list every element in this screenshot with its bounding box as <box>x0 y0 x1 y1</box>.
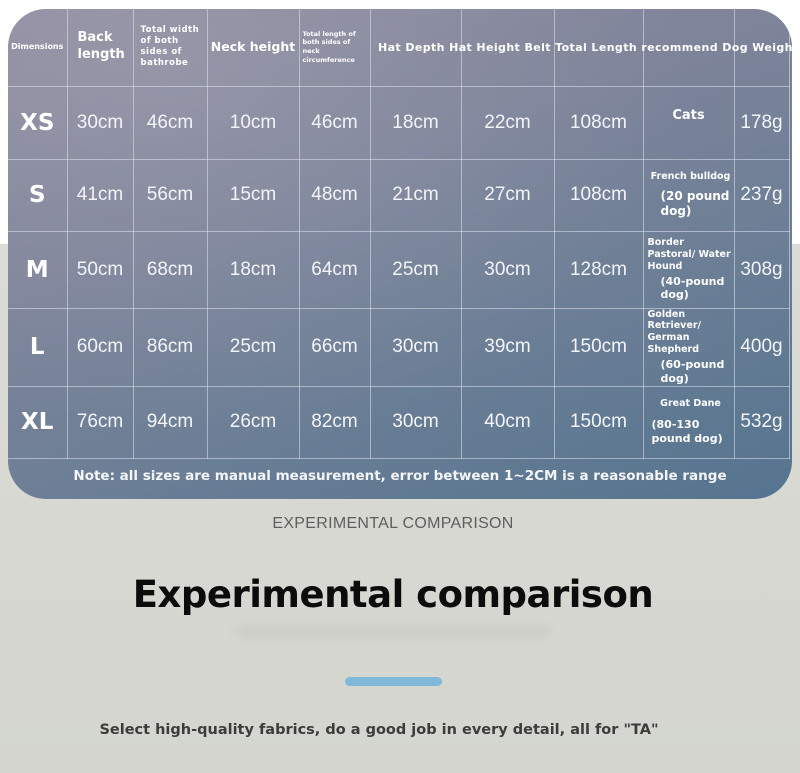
neck-height-value: 15cm <box>206 158 300 232</box>
total-width-value: 86cm <box>132 307 208 387</box>
title-shadow-decoration <box>236 623 550 639</box>
size-row-m: M 50cm 68cm 18cm 64cm 25cm 30cm 128cm Bo… <box>8 230 790 309</box>
dog-breed: Golden Retriever/ German Shepherd <box>647 308 701 356</box>
accent-bar <box>345 677 442 686</box>
header-row: Dimensions Back length Total width of bo… <box>8 9 790 87</box>
header-total-width: Total width of both sides of bathrobe <box>132 9 208 87</box>
dog-weight: (80-130 pound dog) <box>651 418 723 445</box>
dog-weight: (20 pound dog) <box>660 188 730 218</box>
section-tagline: Select high-quality fabrics, do a good j… <box>99 722 659 738</box>
neck-height-value: 25cm <box>206 307 300 387</box>
hat-depth-value: 30cm <box>369 385 462 459</box>
size-label: L <box>8 307 68 387</box>
recommended-dog: Border Pastoral/ Water Hound (40-pound d… <box>642 230 735 309</box>
dog-breed: French bulldog <box>650 171 731 183</box>
size-label: S <box>8 158 68 232</box>
hat-height-value: 27cm <box>460 158 555 232</box>
size-chart-card: Dimensions Back length Total width of bo… <box>8 9 792 499</box>
size-row-l: L 60cm 86cm 25cm 66cm 30cm 39cm 150cm Go… <box>8 307 790 387</box>
garment-weight-value: 400g <box>733 307 790 387</box>
section-caption: EXPERIMENTAL COMPARISON <box>272 515 514 532</box>
belt-length-value: 108cm <box>553 158 644 232</box>
size-label: XS <box>8 85 68 160</box>
header-recommend-dog <box>642 9 735 87</box>
size-label: XL <box>8 385 68 459</box>
hat-depth-value: 30cm <box>369 307 462 387</box>
recommended-dog: French bulldog (20 pound dog) <box>642 158 735 232</box>
neck-height-value: 18cm <box>206 230 300 309</box>
dog-weight: (60-pound dog) <box>660 358 725 385</box>
garment-weight-value: 237g <box>733 158 790 232</box>
total-width-value: 56cm <box>132 158 208 232</box>
dog-breed: Border Pastoral/ Water Hound <box>647 236 731 272</box>
garment-weight-value: 308g <box>733 230 790 309</box>
recommended-dog: Golden Retriever/ German Shepherd (60-po… <box>642 307 735 387</box>
neck-circumference-value: 66cm <box>298 307 371 387</box>
recommended-dog: Cats <box>642 85 735 160</box>
size-row-s: S 41cm 56cm 15cm 48cm 21cm 27cm 108cm Fr… <box>8 158 790 232</box>
total-width-value: 68cm <box>132 230 208 309</box>
size-label: M <box>8 230 68 309</box>
header-hat-depth <box>369 9 462 87</box>
header-total-length-neck: Total length of both sides of neck circu… <box>298 9 371 87</box>
belt-length-value: 108cm <box>553 85 644 160</box>
total-width-value: 94cm <box>132 385 208 459</box>
hat-depth-value: 25cm <box>369 230 462 309</box>
recommended-dog: Great Dane (80-130 pound dog) <box>642 385 735 459</box>
back-length-value: 76cm <box>66 385 134 459</box>
garment-weight-value: 178g <box>733 85 790 160</box>
measurement-note: Note: all sizes are manual measurement, … <box>73 468 727 484</box>
hat-height-value: 30cm <box>460 230 555 309</box>
hat-depth-value: 18cm <box>369 85 462 160</box>
back-length-value: 60cm <box>66 307 134 387</box>
belt-length-value: 128cm <box>553 230 644 309</box>
neck-height-value: 26cm <box>206 385 300 459</box>
header-dimensions: Dimensions <box>8 9 68 87</box>
neck-circumference-value: 64cm <box>298 230 371 309</box>
section-title: Experimental comparison <box>132 573 654 616</box>
header-hat-height <box>460 9 555 87</box>
header-neck-height: Neck height <box>206 9 300 87</box>
dog-breed: Cats <box>672 108 705 124</box>
hat-height-value: 40cm <box>460 385 555 459</box>
size-row-xl: XL 76cm 94cm 26cm 82cm 30cm 40cm 150cm G… <box>8 385 790 459</box>
size-row-xs: XS 30cm 46cm 10cm 46cm 18cm 22cm 108cm C… <box>8 85 790 160</box>
hat-height-value: 22cm <box>460 85 555 160</box>
dog-breed: Great Dane <box>660 398 721 410</box>
header-back-length: Back length <box>66 9 134 87</box>
belt-length-value: 150cm <box>553 385 644 459</box>
dog-weight: (40-pound dog) <box>660 274 725 302</box>
header-belt-length <box>553 9 644 87</box>
hat-depth-value: 21cm <box>369 158 462 232</box>
size-chart-table: Dimensions Back length Total width of bo… <box>8 9 790 459</box>
hat-height-value: 39cm <box>460 307 555 387</box>
neck-circumference-value: 48cm <box>298 158 371 232</box>
garment-weight-value: 532g <box>733 385 790 459</box>
neck-circumference-value: 82cm <box>298 385 371 459</box>
neck-circumference-value: 46cm <box>298 85 371 160</box>
header-weight <box>733 9 790 87</box>
neck-height-value: 10cm <box>206 85 300 160</box>
total-width-value: 46cm <box>132 85 208 160</box>
back-length-value: 41cm <box>66 158 134 232</box>
back-length-value: 30cm <box>66 85 134 160</box>
belt-length-value: 150cm <box>553 307 644 387</box>
back-length-value: 50cm <box>66 230 134 309</box>
